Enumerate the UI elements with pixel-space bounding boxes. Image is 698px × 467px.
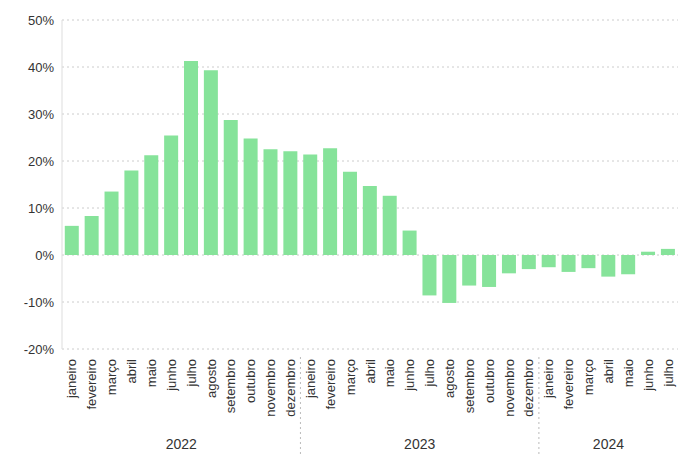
svg-text:2023: 2023 [404, 436, 435, 452]
svg-text:dezembro: dezembro [283, 359, 298, 417]
svg-text:abril: abril [124, 359, 139, 384]
svg-text:junho: junho [164, 359, 179, 392]
svg-text:novembro: novembro [263, 359, 278, 417]
svg-text:julho: julho [422, 359, 437, 387]
svg-text:10%: 10% [28, 201, 54, 216]
svg-text:abril: abril [601, 359, 616, 384]
svg-text:junho: junho [641, 359, 656, 392]
svg-text:março: março [343, 359, 358, 395]
svg-text:20%: 20% [28, 154, 54, 169]
svg-text:40%: 40% [28, 60, 54, 75]
svg-text:janeiro: janeiro [303, 359, 318, 399]
svg-text:30%: 30% [28, 107, 54, 122]
svg-text:agosto: agosto [204, 359, 219, 398]
svg-text:janeiro: janeiro [64, 359, 79, 399]
svg-text:setembro: setembro [223, 359, 238, 413]
svg-text:2022: 2022 [166, 436, 197, 452]
svg-text:0%: 0% [35, 248, 54, 263]
svg-text:julho: julho [184, 359, 199, 387]
svg-text:outubro: outubro [243, 359, 258, 403]
svg-text:-20%: -20% [24, 342, 55, 357]
svg-text:agosto: agosto [442, 359, 457, 398]
svg-text:outubro: outubro [482, 359, 497, 403]
svg-text:fevereiro: fevereiro [84, 359, 99, 410]
svg-text:maio: maio [382, 359, 397, 387]
svg-text:maio: maio [144, 359, 159, 387]
svg-text:novembro: novembro [502, 359, 517, 417]
svg-text:2024: 2024 [593, 436, 624, 452]
svg-text:setembro: setembro [462, 359, 477, 413]
svg-text:dezembro: dezembro [521, 359, 536, 417]
svg-text:janeiro: janeiro [541, 359, 556, 399]
svg-text:julho: julho [661, 359, 676, 387]
svg-text:abril: abril [363, 359, 378, 384]
svg-text:50%: 50% [28, 13, 54, 28]
svg-text:março: março [104, 359, 119, 395]
svg-text:maio: maio [621, 359, 636, 387]
svg-text:junho: junho [402, 359, 417, 392]
svg-text:-10%: -10% [24, 295, 55, 310]
svg-text:março: março [581, 359, 596, 395]
svg-text:fevereiro: fevereiro [323, 359, 338, 410]
svg-text:fevereiro: fevereiro [561, 359, 576, 410]
